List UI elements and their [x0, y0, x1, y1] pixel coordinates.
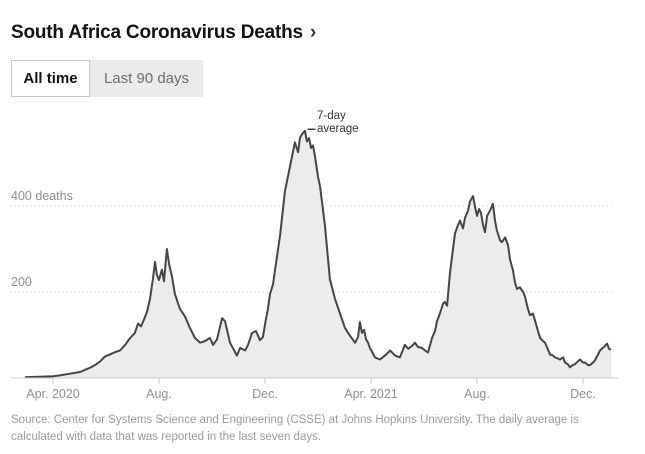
area-fill — [24, 130, 612, 378]
y-axis-label-400: 400 deaths — [11, 189, 73, 203]
x-axis-label: Aug. — [146, 387, 172, 401]
tab-last-90-days-label: Last 90 days — [103, 70, 190, 87]
tab-all-time[interactable]: All time — [11, 60, 90, 97]
tab-all-time-label: All time — [23, 70, 78, 87]
x-axis-label: Dec. — [252, 387, 278, 401]
x-axis-label: Apr. 2021 — [344, 387, 398, 401]
seven-day-average-annotation: 7-day average — [317, 110, 359, 137]
tab-last-90-days[interactable]: Last 90 days — [90, 60, 203, 97]
source-note: Source: Center for Systems Science and E… — [11, 414, 579, 443]
chevron-right-icon: › — [309, 22, 317, 43]
annotation-line-1: 7-day — [317, 109, 346, 122]
x-axis-label: Aug. — [464, 387, 490, 401]
page-title[interactable]: South Africa Coronavirus Deaths › — [11, 22, 316, 44]
page-title-text: South Africa Coronavirus Deaths — [11, 22, 303, 43]
x-axis-label: Apr. 2020 — [26, 387, 80, 401]
x-axis-label: Dec. — [570, 387, 596, 401]
y-axis-label-200: 200 — [11, 275, 32, 289]
annotation-line-2: average — [317, 123, 359, 136]
time-range-tabs: All time Last 90 days — [11, 60, 203, 97]
seven-day-average-line — [24, 129, 612, 379]
